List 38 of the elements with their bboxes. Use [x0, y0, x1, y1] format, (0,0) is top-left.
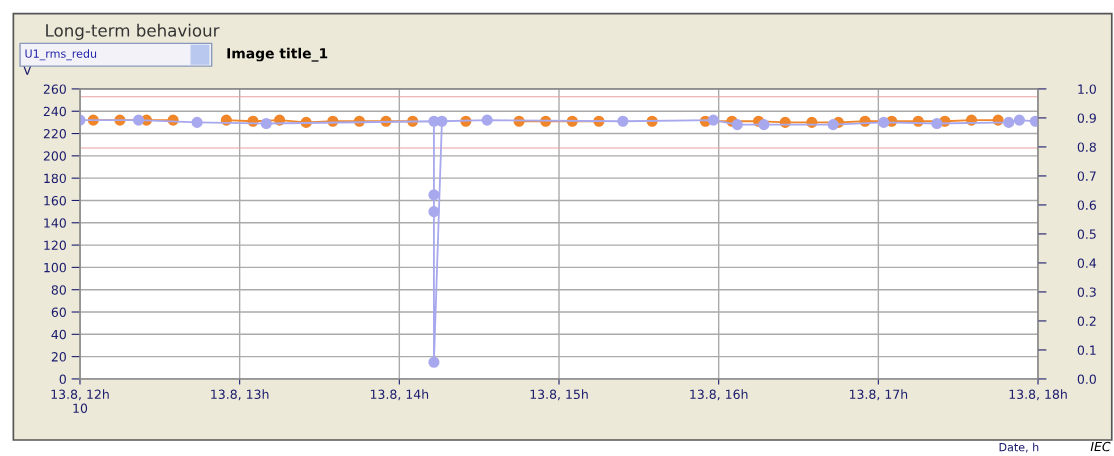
x-tick-label: 13.8, 15h — [530, 389, 588, 401]
y2-tick-label: 0.8 — [1077, 142, 1096, 152]
y-tick-label: 140 — [44, 218, 66, 228]
text: U1_rms_redu — [25, 49, 97, 61]
x-axis-title: Date, h — [999, 442, 1039, 453]
y2-tick-label: 0.1 — [1077, 345, 1096, 355]
y-tick-label: 160 — [44, 195, 66, 206]
x-tick-label: 13.8, 12h 10 — [51, 389, 109, 414]
y-tick-label: 120 — [44, 240, 66, 251]
y-axis-title: V — [23, 65, 32, 75]
y-tick-label: 220 — [43, 129, 66, 139]
chart-title: Long-term behaviour — [46, 23, 220, 40]
y2-tick-label: 0.0 — [1077, 374, 1096, 384]
y-tick-label: 40 — [51, 329, 66, 340]
chart-subtitle: Image title_1 — [227, 47, 328, 62]
y2-tick-label: 0.5 — [1077, 229, 1096, 239]
y2-tick-label: 0.6 — [1077, 200, 1097, 210]
y-tick-label: 20 — [51, 352, 66, 362]
x-tick-label: 13.8, 13h — [211, 389, 269, 401]
y2-tick-label: 0.7 — [1077, 171, 1096, 181]
x-tick-label: 13.8, 17h — [849, 389, 908, 401]
y2-tick-label: 0.2 — [1077, 316, 1096, 326]
x-tick-label: 13.8, 14h — [370, 389, 429, 401]
text: IEC — [1090, 441, 1111, 452]
y2-tick-label: 0.3 — [1077, 287, 1096, 297]
y-tick-label: 60 — [51, 307, 66, 317]
y-tick-label: 200 — [43, 151, 66, 161]
y-tick-label: 100 — [44, 262, 66, 273]
y-tick-label: 240 — [43, 106, 66, 117]
y-tick-label: 0 — [59, 374, 66, 384]
y-tick-label: 180 — [44, 173, 66, 184]
x-tick-label: 13.8, 18h — [1009, 389, 1067, 401]
x-tick-label: 13.8, 16h — [690, 389, 748, 401]
y2-tick-label: 0.4 — [1077, 258, 1097, 268]
y-tick-label: 260 — [43, 84, 66, 94]
y-tick-label: 80 — [51, 285, 66, 295]
y2-tick-label: 1.0 — [1078, 84, 1096, 94]
y2-tick-label: 0.9 — [1077, 113, 1096, 123]
